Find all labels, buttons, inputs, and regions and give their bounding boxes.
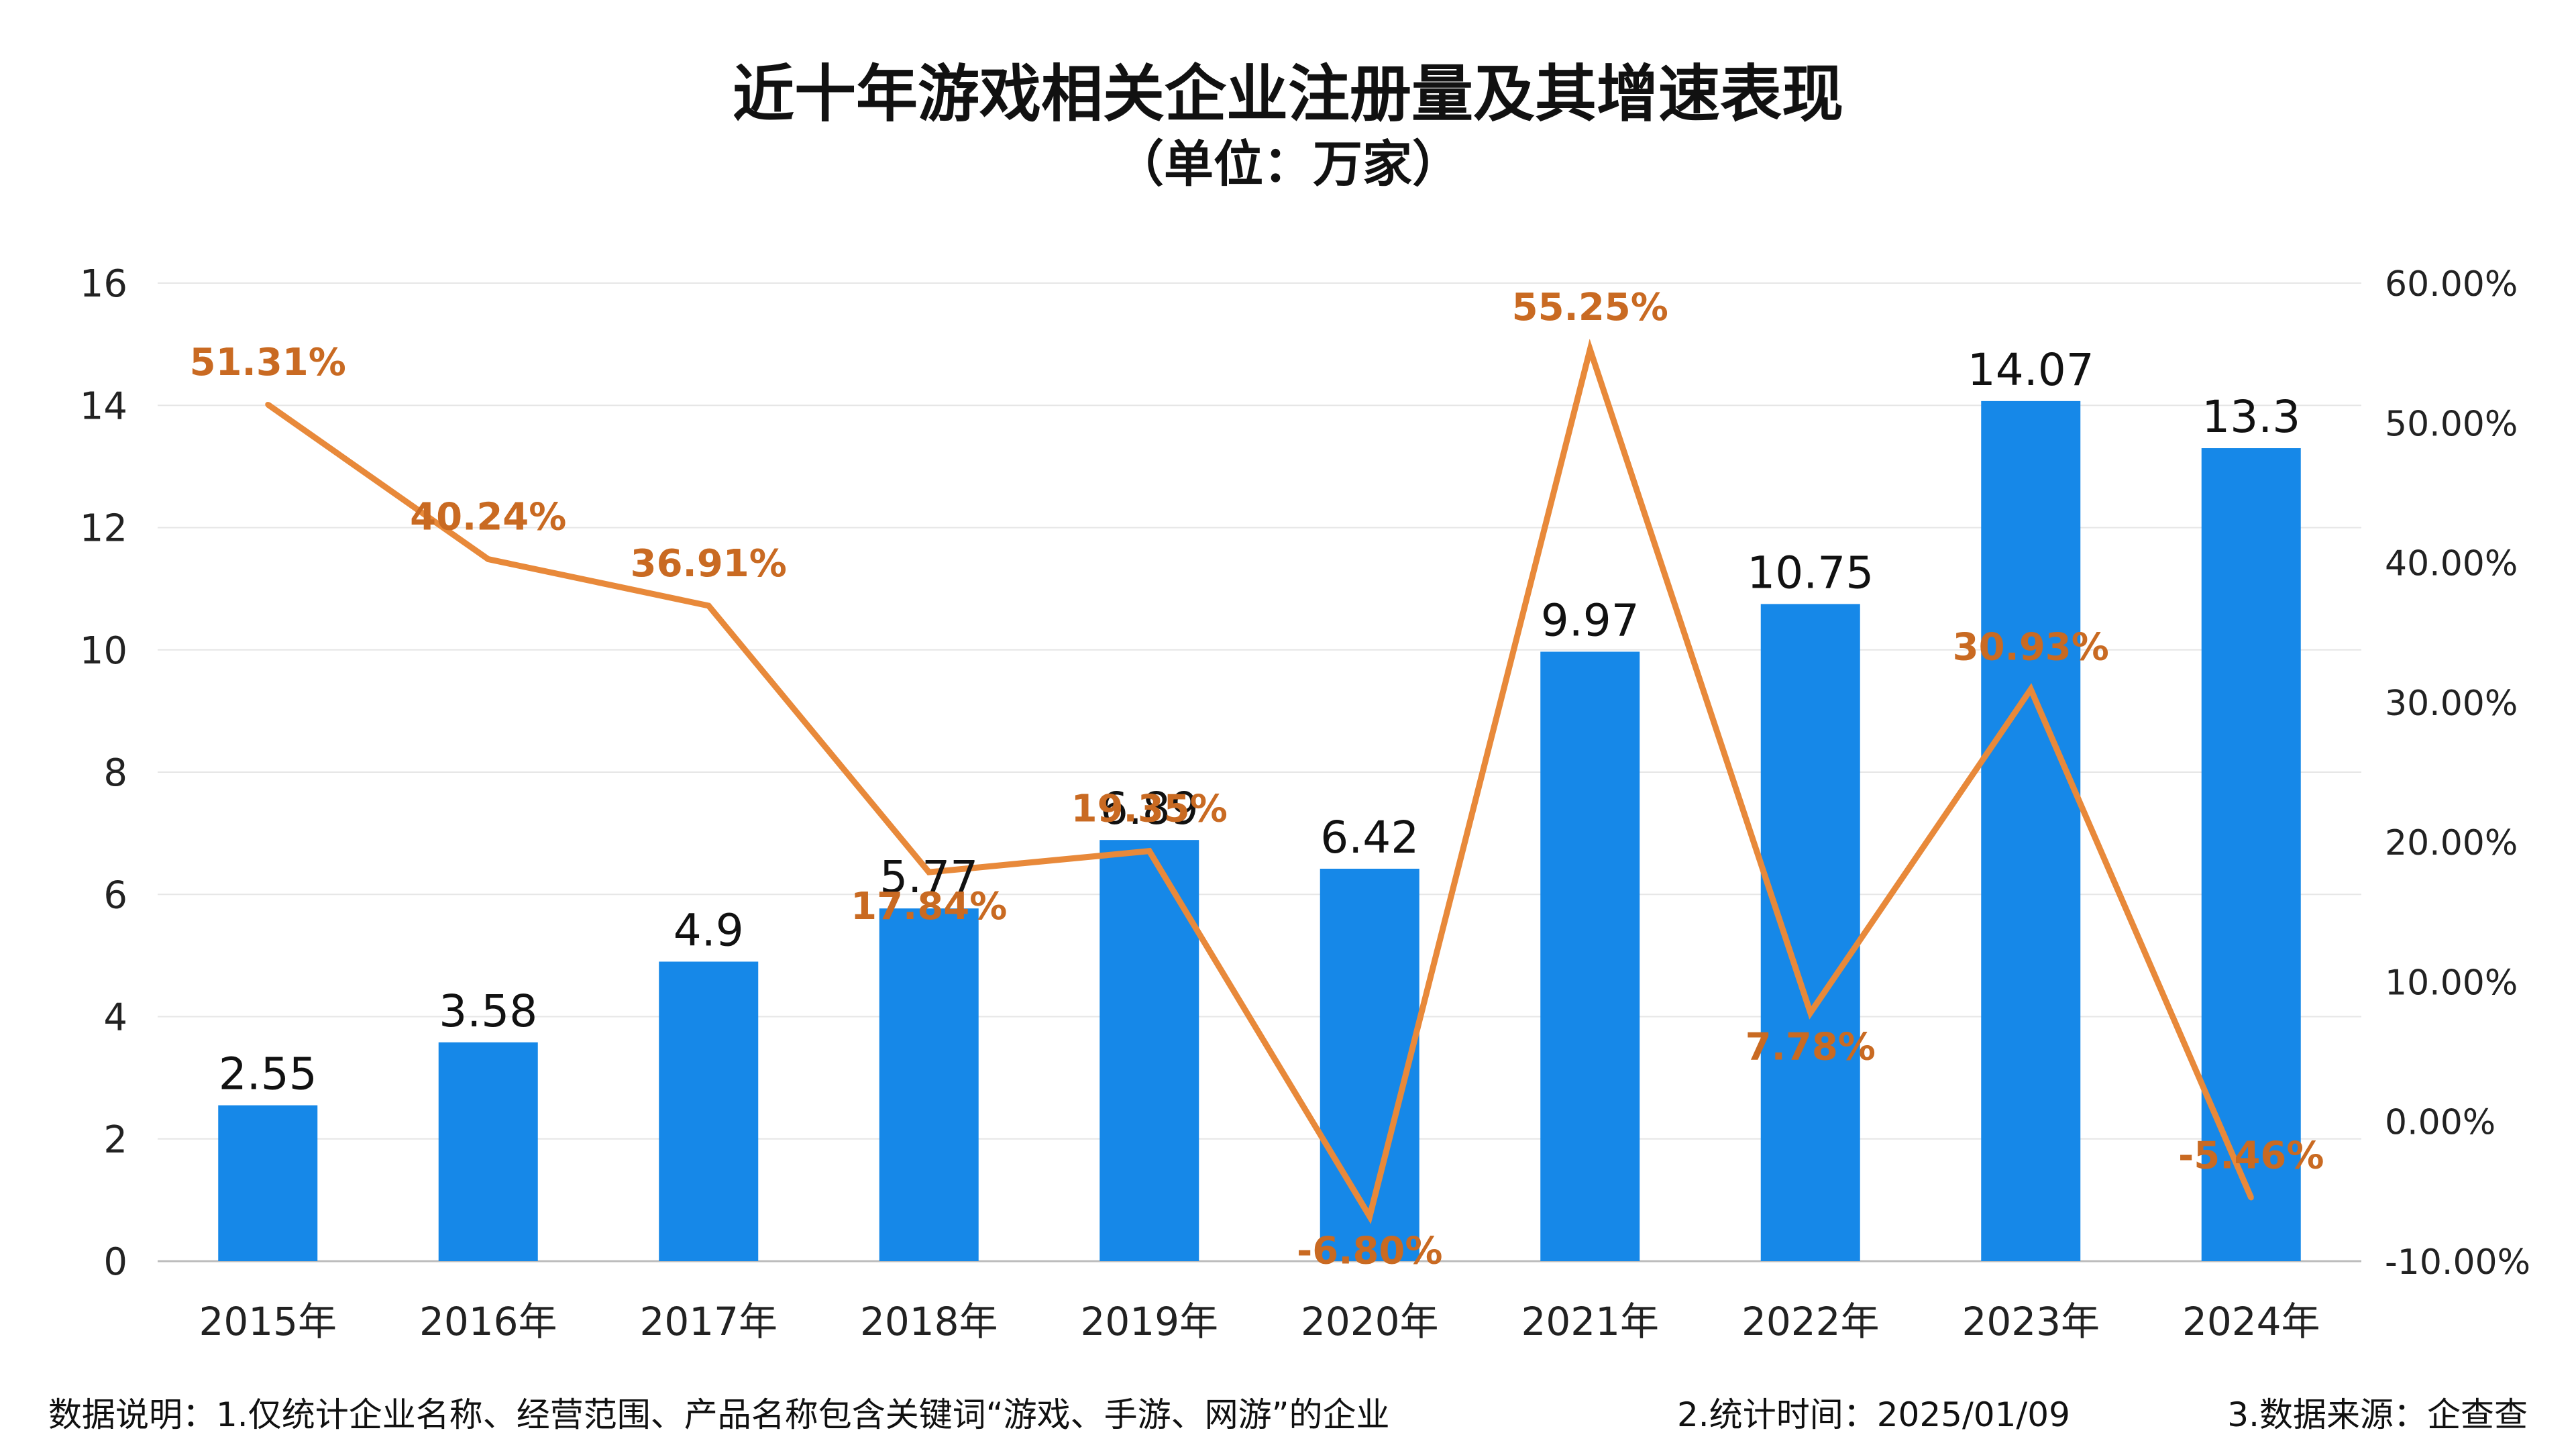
x-tick-label: 2020年 bbox=[1301, 1299, 1439, 1344]
rate-value-label: -5.46% bbox=[2178, 1134, 2324, 1177]
growth-rate-point bbox=[2028, 686, 2034, 692]
growth-rate-point bbox=[485, 556, 491, 562]
rate-value-label: 55.25% bbox=[1512, 286, 1668, 329]
y-tick-label: 6 bbox=[103, 873, 127, 917]
growth-rate-point bbox=[926, 869, 932, 875]
y-tick-label: 8 bbox=[103, 751, 127, 795]
rate-value-label: 7.78% bbox=[1746, 1026, 1876, 1069]
growth-rate-point bbox=[265, 402, 271, 408]
bar-value-label: 9.97 bbox=[1541, 594, 1640, 646]
bar-value-label: 2.55 bbox=[219, 1049, 317, 1100]
bar-value-label: 5.77 bbox=[879, 851, 978, 903]
footer-note: 数据说明：1.仅统计企业名称、经营范围、产品名称包含关键词“游戏、手游、网游”的… bbox=[48, 1395, 1390, 1434]
y2-tick-label: 60.00% bbox=[2385, 264, 2518, 305]
bar-2022年 bbox=[1760, 604, 1860, 1261]
y2-tick-label: 40.00% bbox=[2385, 544, 2518, 584]
footer-source: 3.数据来源：企查查 bbox=[2227, 1395, 2528, 1434]
bar-2021年 bbox=[1540, 651, 1640, 1261]
growth-rate-point bbox=[1366, 1214, 1373, 1220]
growth-rate-point bbox=[1587, 346, 1593, 352]
bar-2023年 bbox=[1981, 400, 2081, 1261]
y2-tick-label: 20.00% bbox=[2385, 823, 2518, 863]
growth-rate-point bbox=[1146, 848, 1152, 854]
x-tick-label: 2019年 bbox=[1080, 1299, 1218, 1344]
bar-2018年 bbox=[879, 908, 979, 1261]
growth-rate-line bbox=[266, 338, 2254, 1224]
x-tick-label: 2022年 bbox=[1741, 1299, 1880, 1344]
y-axis-left: 0 2 4 6 8 10 12 14 16 bbox=[80, 262, 127, 1284]
growth-rate-point bbox=[2248, 1195, 2254, 1201]
bar-2016年 bbox=[438, 1042, 538, 1261]
chart-title: 近十年游戏相关企业注册量及其增速表现 bbox=[733, 58, 1843, 130]
growth-rate-point bbox=[706, 602, 712, 608]
y-tick-label: 12 bbox=[80, 507, 127, 551]
y-tick-label: 0 bbox=[103, 1240, 127, 1284]
footer-time: 2.统计时间：2025/01/09 bbox=[1677, 1395, 2070, 1434]
y2-tick-label: -10.00% bbox=[2385, 1242, 2530, 1283]
rate-value-label: -6.80% bbox=[1297, 1229, 1443, 1273]
rate-value-label: 19.35% bbox=[1071, 788, 1228, 831]
rate-value-label: 30.93% bbox=[1953, 625, 2109, 669]
bar-value-label: 14.07 bbox=[1968, 344, 2094, 396]
bar-2020年 bbox=[1320, 868, 1419, 1261]
bar-value-label: 13.3 bbox=[2202, 391, 2300, 443]
bar-value-label: 6.42 bbox=[1320, 812, 1419, 863]
bar-value-label: 4.9 bbox=[674, 904, 744, 956]
y-tick-label: 2 bbox=[103, 1118, 127, 1162]
bar-2017年 bbox=[659, 961, 759, 1261]
rate-value-label: 17.84% bbox=[851, 885, 1007, 928]
x-tick-label: 2018年 bbox=[860, 1299, 998, 1344]
y-tick-label: 16 bbox=[80, 262, 127, 306]
bar-value-label: 3.58 bbox=[439, 985, 537, 1037]
rate-value-label: 36.91% bbox=[631, 542, 787, 586]
rate-value-label: 40.24% bbox=[410, 496, 566, 539]
rate-value-label: 51.31% bbox=[190, 341, 346, 384]
bar-value-label: 10.75 bbox=[1747, 547, 1874, 598]
x-axis: 2015年 2016年 2017年 2018年 2019年 2020年 2021年 2022年… bbox=[199, 1299, 2320, 1344]
y-tick-label: 10 bbox=[80, 629, 127, 673]
y-axis-right: -10.00% 0.00% 10.00% 20.00% 30.00% 40.00% 50.0… bbox=[2385, 264, 2530, 1283]
chart-subtitle: （单位：万家） bbox=[1114, 136, 1462, 193]
x-tick-label: 2021年 bbox=[1521, 1299, 1659, 1344]
bar-series bbox=[218, 400, 2301, 1261]
y-tick-label: 14 bbox=[80, 384, 127, 428]
growth-rate-series bbox=[265, 338, 2254, 1224]
y2-tick-label: 30.00% bbox=[2385, 684, 2518, 724]
y-tick-label: 4 bbox=[103, 996, 127, 1040]
x-tick-label: 2016年 bbox=[419, 1299, 557, 1344]
y2-tick-label: 10.00% bbox=[2385, 963, 2518, 1003]
bar-value-label: 6.89 bbox=[1100, 783, 1199, 835]
bar-2015年 bbox=[218, 1105, 318, 1261]
x-tick-label: 2015年 bbox=[199, 1299, 337, 1344]
data-labels: 2.55 3.58 4.9 5.77 6.89 6.42 9.97 10.75 14.07 13.… bbox=[190, 286, 2324, 1273]
growth-rate-point bbox=[1807, 1010, 1813, 1016]
x-tick-label: 2023年 bbox=[1962, 1299, 2100, 1344]
y2-tick-label: 50.00% bbox=[2385, 404, 2518, 444]
x-tick-label: 2017年 bbox=[639, 1299, 777, 1344]
y2-tick-label: 0.00% bbox=[2385, 1103, 2496, 1143]
x-tick-label: 2024年 bbox=[2182, 1299, 2320, 1344]
